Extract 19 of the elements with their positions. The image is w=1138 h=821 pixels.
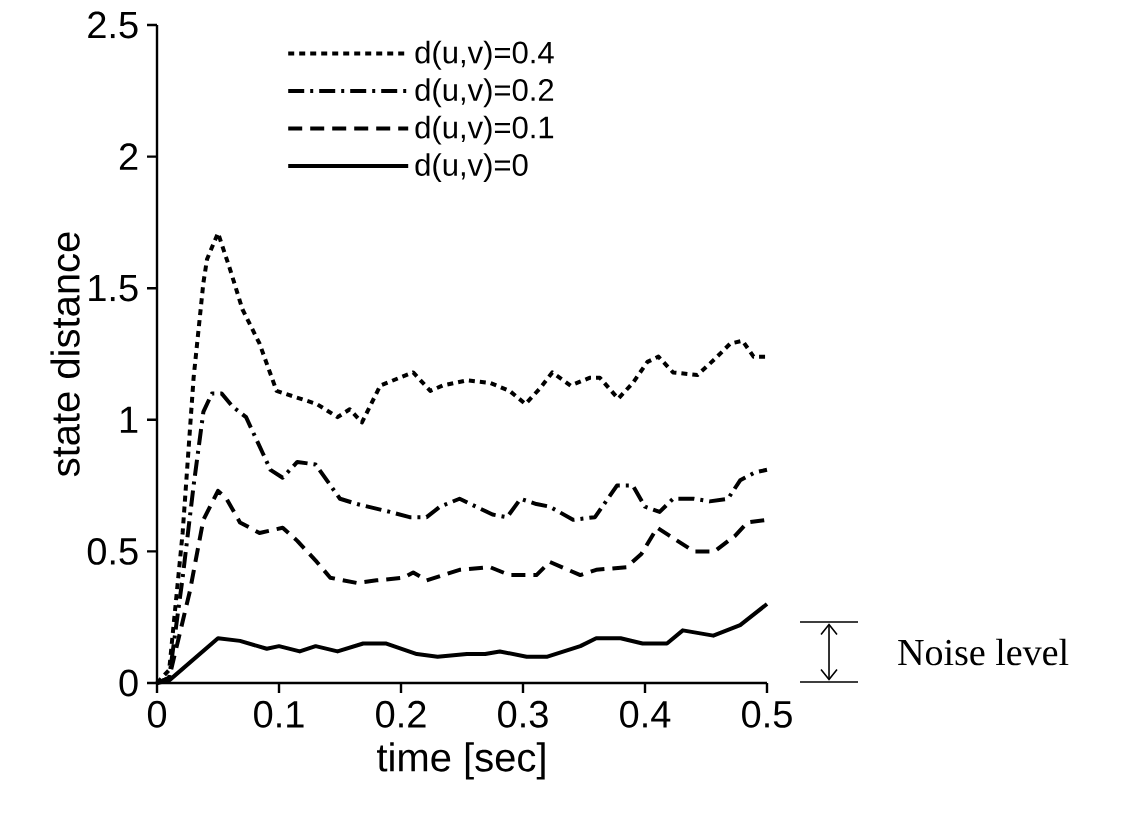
x-tick-label: 0.1 — [254, 700, 304, 728]
x-tick-label: 0.4 — [620, 700, 671, 728]
y-tick-label: 2.5 — [88, 11, 138, 39]
y-axis-title: state distance — [50, 232, 80, 477]
x-tick-label: 0 — [147, 700, 167, 728]
legend-label: d(u,v)=0 — [415, 153, 528, 183]
legend-label: d(u,v)=0.2 — [415, 78, 554, 108]
y-tick-label: 0.5 — [87, 537, 138, 565]
y-tick-label: 1 — [120, 406, 138, 433]
legend-label: d(u,v)=0.1 — [415, 115, 554, 145]
x-tick-label: 0.5 — [742, 700, 792, 728]
text: Noise level — [898, 638, 1069, 666]
y-tick-label: 1.5 — [89, 274, 138, 302]
legend-label: d(u,v)=0.4 — [415, 40, 554, 70]
y-tick-label: 0 — [119, 669, 138, 697]
y-tick-label: 2 — [119, 143, 138, 170]
x-tick-label: 0.3 — [498, 700, 548, 728]
x-tick-label: 0.2 — [376, 700, 426, 728]
x-axis-title: time [sec] — [377, 742, 545, 780]
